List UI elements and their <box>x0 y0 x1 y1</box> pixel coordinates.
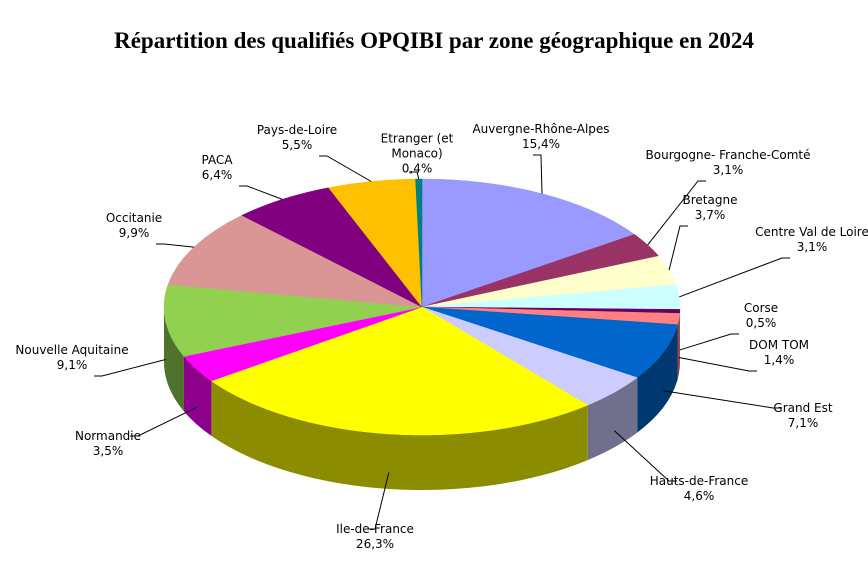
slice-name: Centre Val de Loire <box>755 225 868 239</box>
data-label: Centre Val de Loire 3,1% <box>755 225 868 255</box>
slice-value: 9,9% <box>118 226 150 240</box>
data-label: Auvergne-Rhône-Alpes 15,4% <box>472 122 609 152</box>
leaders <box>94 154 790 530</box>
slice-value: 3,1% <box>712 163 744 177</box>
walls <box>164 307 680 491</box>
data-label: Normandie 3,5% <box>75 429 141 459</box>
slice-name: Corse <box>743 301 779 315</box>
slice-name: Ile-de-France <box>336 522 414 536</box>
slice-name: Grand Est <box>773 401 833 415</box>
slice-name: Occitanie <box>105 211 163 225</box>
slice-value: 15,4% <box>521 137 561 151</box>
leader-line <box>94 359 166 377</box>
data-label: Hauts-de-France 4,6% <box>650 474 749 504</box>
slice-name: Pays-de-Loire <box>256 123 338 137</box>
slice-side <box>637 324 678 433</box>
leader-line <box>367 472 390 530</box>
leader-line <box>533 154 543 194</box>
slice-name: Etranger (et Monaco) <box>380 131 454 161</box>
slice-name: Hauts-de-France <box>649 474 749 488</box>
slice-name: Nouvelle Aquitaine <box>15 343 129 357</box>
data-label: Corse 0,5% <box>744 301 778 331</box>
data-label: Etranger (et Monaco) 0,4% <box>378 132 456 177</box>
slice-name: Bretagne <box>682 193 738 207</box>
slice-value: 3,7% <box>694 208 726 222</box>
leader-line <box>156 243 195 248</box>
slice-name: Normandie <box>74 429 142 443</box>
slice-value: 3,1% <box>796 240 828 254</box>
leader-line <box>679 333 739 351</box>
slice-value: 0,5% <box>745 316 777 330</box>
leader-line <box>647 180 706 246</box>
data-label: Ile-de-France 26,3% <box>336 522 414 552</box>
slice <box>163 284 423 357</box>
data-label: Bretagne 3,7% <box>683 193 738 223</box>
slice <box>210 306 589 436</box>
leader-line <box>614 430 677 482</box>
slice <box>421 306 678 378</box>
leader-line <box>239 185 283 200</box>
slice-name: DOM TOM <box>749 338 809 352</box>
data-label: Grand Est 7,1% <box>773 401 832 431</box>
leader-line <box>130 407 197 437</box>
slice-side <box>183 356 212 436</box>
slice-value: 6,4% <box>201 168 233 182</box>
slice-side <box>677 313 680 380</box>
slice-value: 5,5% <box>281 138 313 152</box>
slice-name: Bourgogne- Franche-Comté <box>645 148 811 162</box>
leader-line <box>678 357 757 372</box>
leader-line <box>663 390 781 409</box>
tops <box>163 178 681 436</box>
leader-line <box>409 171 420 180</box>
data-label: DOM TOM 1,4% <box>749 338 809 368</box>
slice-name: PACA <box>201 153 233 167</box>
slice-side <box>587 377 638 461</box>
slice-side <box>211 380 588 491</box>
slice-value: 9,1% <box>56 358 88 372</box>
slice <box>421 178 636 308</box>
slice-value: 4,6% <box>683 489 715 503</box>
leader-line <box>679 257 790 298</box>
slice-value: 7,1% <box>787 416 819 430</box>
leader-line <box>668 225 688 271</box>
data-label: Nouvelle Aquitaine 9,1% <box>15 343 128 373</box>
data-label: Bourgogne- Franche-Comté 3,1% <box>646 148 811 178</box>
data-label: Pays-de-Loire 5,5% <box>257 123 337 153</box>
slice-value: 0,4% <box>401 161 433 176</box>
slice-name: Auvergne-Rhône-Alpes <box>472 122 610 136</box>
data-label: Occitanie 9,9% <box>106 211 162 241</box>
slice-value: 1,4% <box>763 353 795 367</box>
chart-title: Répartition des qualifiés OPQIBI par zon… <box>114 28 754 53</box>
slice-value: 3,5% <box>92 444 124 458</box>
data-label: PACA 6,4% <box>201 153 232 183</box>
leader-line <box>319 155 372 182</box>
slice-value: 26,3% <box>355 537 395 551</box>
